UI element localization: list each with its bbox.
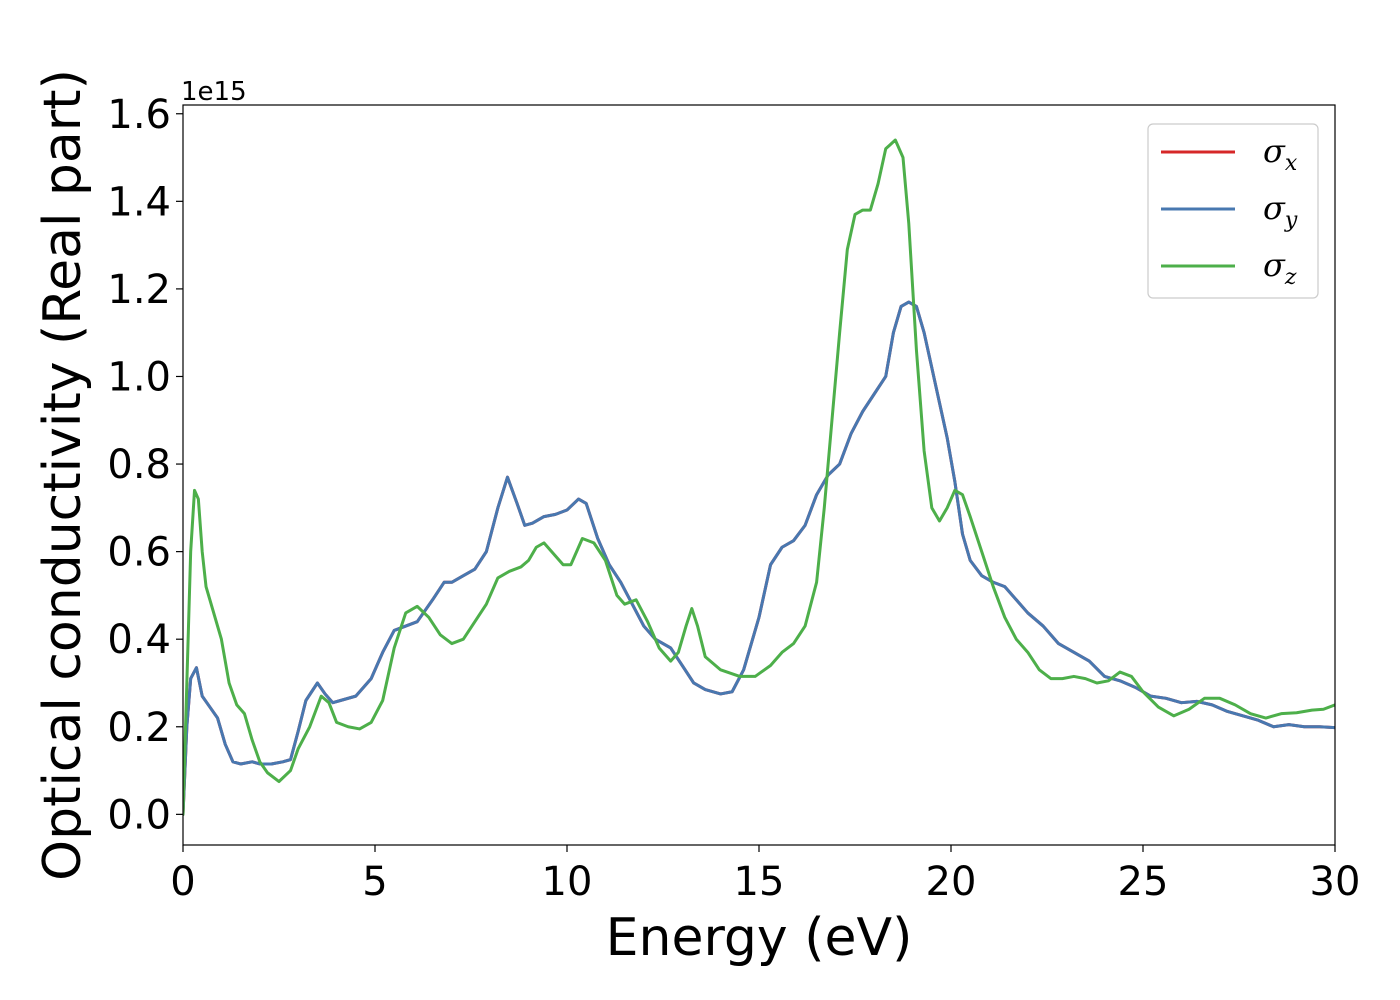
legend-label-sigma-x: σx (1263, 132, 1298, 176)
y-tick-label: 0.2 (107, 705, 171, 751)
y-tick-label: 0.0 (107, 792, 171, 838)
y-offset-label: 1e15 (181, 77, 247, 107)
series-line-sigma-z (183, 138, 1335, 816)
y-tick-label: 1.2 (107, 267, 171, 313)
series-line-sigma-y (183, 300, 1335, 816)
x-tick-label: 30 (1310, 859, 1361, 905)
y-axis-label: Optical conductivity (Real part) (33, 69, 93, 881)
x-tick-label: 0 (170, 859, 195, 905)
y-tick-label: 1.4 (107, 179, 171, 225)
plot-area (183, 138, 1335, 816)
y-tick-label: 0.8 (107, 442, 171, 488)
x-axis: 0 5 10 15 20 25 30 (170, 845, 1360, 905)
x-tick-label: 5 (362, 859, 387, 905)
legend-box (1147, 123, 1319, 299)
x-tick-label: 10 (542, 859, 593, 905)
x-tick-label: 20 (926, 859, 977, 905)
x-tick-label: 25 (1118, 859, 1169, 905)
x-axis-label: Energy (eV) (606, 908, 913, 968)
y-tick-label: 1.6 (107, 92, 171, 138)
y-axis: 0.0 0.2 0.4 0.6 0.8 1.0 1.2 1.4 1.6 (107, 92, 183, 838)
y-tick-label: 1.0 (107, 354, 171, 400)
y-tick-label: 0.4 (107, 617, 171, 663)
y-tick-label: 0.6 (107, 530, 171, 576)
x-tick-label: 15 (734, 859, 785, 905)
